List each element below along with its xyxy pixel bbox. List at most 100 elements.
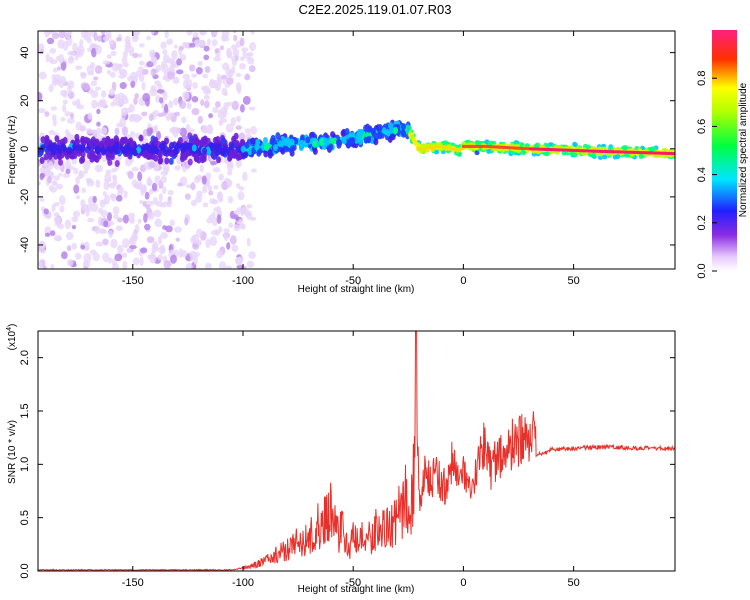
spectrogram-noise-blob [64, 129, 70, 136]
spectrogram-noise-blob [193, 254, 199, 265]
spectrogram-noise-blob [216, 73, 222, 82]
spectrogram-noise-blob [156, 64, 162, 72]
spectrogram-band-blob [572, 152, 578, 158]
spectrogram-noise-blob [39, 172, 46, 179]
spectrogram-band-blob [128, 137, 134, 145]
spectrogram-noise-blob [59, 205, 65, 213]
spectrogram-noise-blob [152, 241, 159, 250]
spectrogram-noise-blob [87, 112, 93, 120]
spectrogram-noise-blob [146, 178, 153, 187]
spectrogram-xlabel: Height of straight line (km) [298, 284, 415, 295]
colorbar-tick-label: 0.8 [696, 71, 708, 86]
spectrogram-noise-blob [139, 43, 145, 48]
spectrogram-noise-blob [153, 209, 162, 218]
spectrogram-noise-blob [62, 104, 67, 113]
spectrogram-band-blob [284, 139, 290, 147]
spectrogram-band-blob [388, 122, 394, 130]
spectrogram-noise-blob [225, 123, 234, 133]
spectrogram-noise-blob [235, 183, 241, 189]
spectrogram-noise-blob [139, 247, 148, 254]
spectrogram-noise-blob [168, 100, 174, 109]
spectrogram-noise-blob [154, 175, 161, 184]
spectrogram-noise-blob [174, 165, 181, 171]
spectrogram-noise-blob [114, 127, 120, 136]
spectrogram-noise-blob [49, 48, 57, 54]
spectrogram-band-blob [201, 155, 207, 163]
spectrogram-noise-blob [114, 253, 123, 262]
spectrogram-noise-blob [127, 75, 135, 82]
spectrogram-noise-blob [106, 212, 113, 222]
spectrogram-band-blob [194, 136, 200, 144]
spectrogram-noise-blob [203, 45, 210, 52]
y-tick-label: 20 [19, 95, 31, 107]
spectrogram-noise-blob [170, 62, 176, 68]
spectrogram-noise-blob [181, 116, 187, 124]
spectrogram-noise-blob [100, 127, 108, 135]
spectrogram-band-blob [180, 146, 186, 154]
spectrogram-band-blob [76, 149, 82, 157]
spectrogram-noise-blob [122, 260, 128, 269]
spectrogram-band-blob [62, 137, 68, 145]
spectrogram-noise-blob [169, 219, 175, 227]
spectrogram-noise-blob [117, 187, 125, 194]
spectrogram-noise-blob [167, 189, 174, 196]
spectrogram-band-blob [187, 158, 193, 166]
spectrogram-noise-blob [213, 56, 222, 62]
y-tick-label: 1.0 [19, 457, 31, 472]
spectrogram-noise-blob [81, 204, 89, 212]
spectrogram-noise-blob [109, 182, 116, 189]
spectrogram-noise-blob [130, 80, 136, 88]
spectrogram-noise-blob [62, 173, 71, 178]
spectrogram-band-blob [140, 143, 146, 151]
spectrogram-noise-blob [203, 100, 210, 109]
spectrogram-band-blob [47, 144, 53, 152]
spectrogram-noise-blob [107, 220, 115, 227]
spectrogram-noise-blob [190, 235, 197, 244]
spectrogram-noise-blob [222, 78, 227, 85]
spectrogram-noise-blob [138, 60, 145, 66]
spectrogram-noise-blob [190, 182, 196, 191]
spectrogram-noise-blob [95, 179, 101, 189]
y-tick-label: 0.0 [19, 563, 31, 578]
spectrogram-noise-blob [139, 256, 144, 267]
spectrogram-noise-blob [209, 236, 218, 247]
spectrogram-noise-blob [236, 207, 242, 213]
spectrogram-noise-blob [80, 244, 86, 250]
spectrogram-band-blob [319, 138, 325, 146]
spectrogram-noise-blob [191, 107, 200, 116]
spectrogram-band-blob [363, 124, 369, 132]
spectrogram-noise-blob [161, 186, 167, 195]
spectrogram-noise-blob [236, 264, 244, 269]
x-tick-label: -150 [122, 275, 144, 287]
spectrogram-noise-blob [158, 193, 163, 202]
spectrogram-band-blob [152, 139, 158, 147]
spectrogram-noise-blob [110, 193, 117, 202]
spectrogram-noise-blob [235, 72, 242, 78]
spectrogram-noise-blob [164, 31, 169, 39]
spectrogram-noise-blob [58, 195, 66, 206]
spectrogram-noise-blob [161, 63, 169, 74]
spectrogram-noise-blob [230, 44, 238, 51]
spectrogram-noise-blob [66, 36, 73, 47]
spectrogram-noise-blob [80, 72, 87, 80]
x-tick-label: 0 [460, 577, 466, 589]
spectrogram-noise-blob [201, 175, 207, 185]
spectrogram-band-blob [366, 135, 372, 143]
spectrogram-noise-blob [231, 58, 238, 67]
spectrogram-band-blob [138, 134, 144, 142]
spectrogram-noise-blob [137, 53, 143, 59]
spectrogram-noise-blob [151, 182, 158, 192]
spectrogram-noise-blob [87, 217, 95, 223]
spectrogram-noise-blob [203, 54, 210, 61]
spectrogram-noise-blob [160, 41, 167, 50]
spectrogram-band-blob [123, 147, 129, 155]
spectrogram-band-blob [590, 152, 596, 158]
spectrogram-band-blob [434, 149, 440, 155]
spectrogram-band-blob [283, 145, 289, 153]
spectrogram-noise-blob [182, 91, 190, 101]
spectrogram-noise-blob [142, 129, 148, 137]
spectrogram-noise-blob [115, 194, 123, 202]
spectrogram-noise-blob [205, 172, 212, 180]
spectrogram-frame [37, 30, 676, 270]
spectrogram-noise-blob [117, 244, 124, 254]
